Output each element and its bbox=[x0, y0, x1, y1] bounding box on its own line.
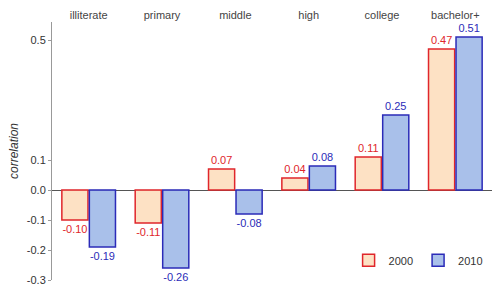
svg-text:-0.19: -0.19 bbox=[90, 250, 115, 262]
svg-text:2010: 2010 bbox=[458, 255, 482, 267]
svg-text:2000: 2000 bbox=[389, 255, 413, 267]
svg-text:bachelor+: bachelor+ bbox=[431, 9, 480, 21]
svg-text:-0.11: -0.11 bbox=[136, 226, 160, 238]
svg-text:high: high bbox=[298, 9, 319, 21]
svg-text:-0.1: -0.1 bbox=[27, 214, 46, 226]
svg-text:0.47: 0.47 bbox=[431, 34, 452, 46]
svg-text:0.11: 0.11 bbox=[358, 142, 379, 154]
svg-text:-0.26: -0.26 bbox=[163, 271, 188, 283]
svg-text:0.04: 0.04 bbox=[284, 163, 305, 175]
svg-text:middle: middle bbox=[219, 9, 251, 21]
svg-text:-0.2: -0.2 bbox=[27, 244, 46, 256]
svg-text:illiterate: illiterate bbox=[70, 9, 108, 21]
svg-text:0.08: 0.08 bbox=[312, 151, 333, 163]
svg-text:correlation: correlation bbox=[7, 123, 21, 179]
svg-text:0.1: 0.1 bbox=[31, 154, 46, 166]
svg-text:college: college bbox=[365, 9, 400, 21]
svg-text:0.51: 0.51 bbox=[458, 22, 479, 34]
svg-text:-0.10: -0.10 bbox=[62, 223, 87, 235]
svg-text:0.0: 0.0 bbox=[31, 184, 46, 196]
svg-text:-0.3: -0.3 bbox=[27, 274, 46, 286]
svg-text:0.07: 0.07 bbox=[211, 154, 232, 166]
svg-text:0.5: 0.5 bbox=[31, 34, 46, 46]
svg-text:-0.08: -0.08 bbox=[237, 217, 262, 229]
svg-text:0.25: 0.25 bbox=[385, 100, 406, 112]
svg-text:primary: primary bbox=[144, 9, 181, 21]
